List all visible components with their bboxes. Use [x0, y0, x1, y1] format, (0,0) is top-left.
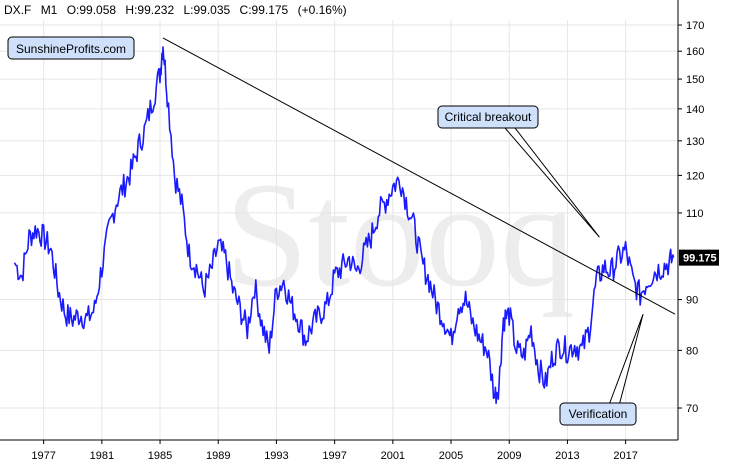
y-tick-label: 90: [686, 295, 698, 307]
y-tick-label: 130: [686, 136, 704, 148]
current-price-label: 99.175: [683, 253, 717, 265]
y-tick-label: 110: [686, 208, 704, 220]
y-tick-label: 150: [686, 74, 704, 86]
symbol-label: DX.F: [4, 3, 32, 17]
callout-critical-breakout-text: Critical breakout: [445, 110, 532, 124]
x-tick-label: 2009: [497, 450, 521, 462]
current-price-box: [679, 249, 719, 266]
y-tick-label: 80: [686, 345, 698, 357]
price-series-line: [13, 46, 675, 404]
x-tick-label: 1989: [206, 450, 230, 462]
x-tick-label: 1977: [31, 450, 55, 462]
low-value: L:99.035: [183, 3, 231, 17]
callout-verification-text: Verification: [569, 407, 628, 421]
y-tick-label: 70: [686, 403, 698, 415]
x-tick-label: 1993: [264, 450, 288, 462]
x-tick-label: 2017: [613, 450, 637, 462]
watermark: Stooq: [225, 152, 575, 318]
callout-verification-box: [559, 402, 637, 426]
x-tick-label: 1985: [148, 450, 172, 462]
interval-label: M1: [40, 3, 58, 17]
x-tick-label: 2013: [555, 450, 579, 462]
y-tick-label: 170: [686, 20, 704, 32]
callout-verification: Verification: [559, 314, 644, 426]
open-value: O:99.058: [66, 3, 117, 17]
callout-verification-pointer: [608, 314, 644, 404]
trendline: [162, 37, 676, 315]
chart-header: DX.F M1 O:99.058 H:99.232 L:99.035 C:99.…: [4, 3, 353, 17]
y-tick-label: 140: [686, 104, 704, 116]
y-tick-label: 160: [686, 46, 704, 58]
x-tick-label: 1981: [90, 450, 114, 462]
high-value: H:99.232: [125, 3, 175, 17]
callout-critical-breakout: Critical breakout: [437, 105, 600, 238]
source-label-box: [7, 36, 135, 60]
x-tick-label: 2001: [381, 450, 405, 462]
source-label: SunshineProfits.com: [16, 42, 126, 56]
callout-critical-breakout-box: [437, 105, 539, 129]
y-tick-label: 120: [686, 170, 704, 182]
close-value: C:99.175: [239, 3, 289, 17]
x-tick-label: 2005: [439, 450, 463, 462]
x-tick-label: 1997: [322, 450, 346, 462]
change-value: (+0.16%): [297, 3, 347, 17]
